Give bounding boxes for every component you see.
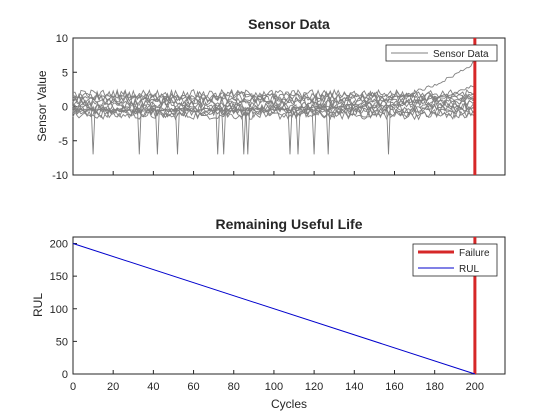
rul-xtick-label: 120 [305,381,323,393]
sensor-data-ytick-label: 10 [56,33,68,45]
rul-xtick-label: 100 [265,381,283,393]
rul-ticks: 0 20 40 60 80 100 120 140 160 180 200 200 150 100 50 0 [50,239,484,393]
sensor-data-ylabel: Sensor Value [35,70,49,141]
sensor-data-line [72,104,475,116]
rul-axes: Remaining Useful Life RUL Cycles 0 20 40 60… [31,216,506,411]
legend-entry-rul: RUL [459,264,479,275]
rul-xtick-label: 20 [107,381,119,393]
rul-xtick-label: 0 [70,381,76,393]
sensor-data-line [72,100,476,155]
rul-xtick-label: 80 [228,381,240,393]
sensor-data-ytick-label: -10 [52,170,68,182]
rul-xtick-label: 160 [385,381,403,393]
sensor-data-axes: Sensor Data Sensor Value 10 5 0 -5 -10 Senso… [35,16,506,182]
rul-xtick-label: 40 [147,381,159,393]
rul-ytick-label: 100 [50,304,68,316]
rul-legend-box [412,243,498,277]
sensor-data-ytick-label: 0 [62,102,68,114]
rul-ytick-label: 200 [50,239,68,251]
rul-ylabel: RUL [31,293,45,317]
rul-ytick-label: 0 [62,369,68,381]
sensor-data-line [72,105,476,117]
sensor-data-ytick-label: 5 [62,67,68,79]
sensor-data-line [72,88,476,100]
sensor-data-title: Sensor Data [248,16,330,32]
rul-xlabel: Cycles [271,397,307,411]
legend-entry-failure: Failure [459,248,490,259]
rul-legend: Failure RUL [412,243,498,277]
rul-title: Remaining Useful Life [215,216,362,232]
rul-ytick-label: 50 [56,336,68,348]
sensor-data-line [72,95,476,108]
rul-ytick-label: 150 [50,271,68,283]
sensor-data-line [72,90,476,102]
rul-xtick-label: 180 [425,381,443,393]
legend-entry-sensor-data: Sensor Data [433,49,489,60]
rul-line [72,243,476,375]
sensor-data-legend: Sensor Data [385,44,498,62]
rul-xtick-label: 140 [345,381,363,393]
sensor-data-ytick-label: -5 [58,136,68,148]
sensor-data-legend-box [385,44,498,62]
sensor-data-series [72,61,476,155]
rul-xtick-label: 60 [187,381,199,393]
sensor-data-ticks: 10 5 0 -5 -10 [52,33,476,182]
rul-xtick-label: 200 [466,381,484,393]
